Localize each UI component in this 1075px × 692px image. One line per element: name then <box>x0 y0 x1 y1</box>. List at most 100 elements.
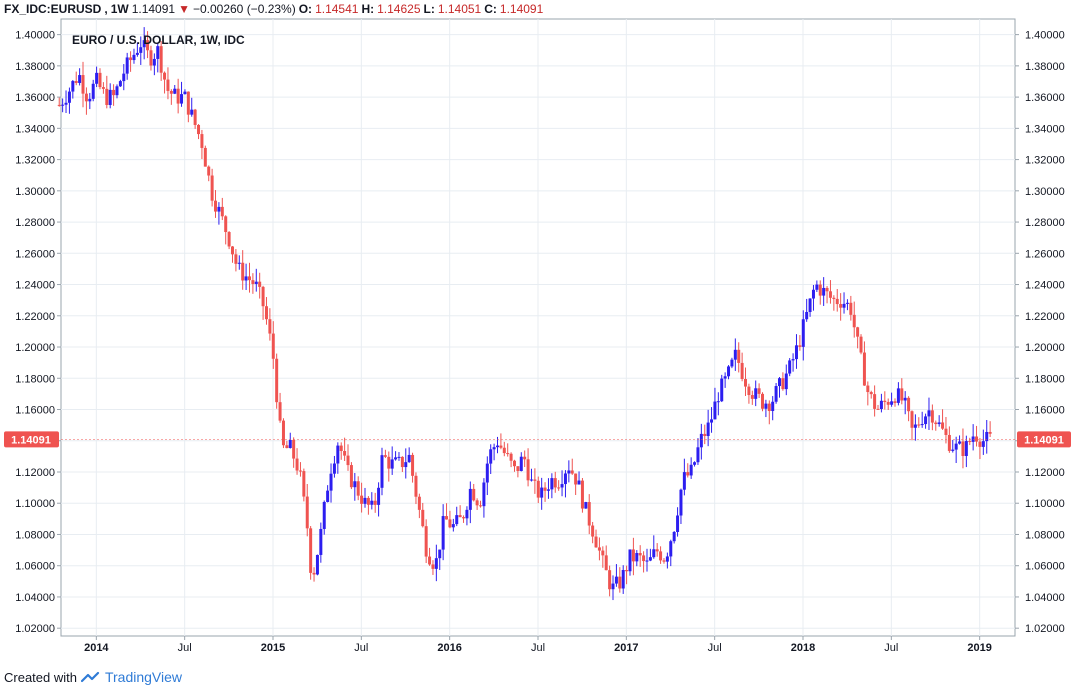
candle-body <box>744 379 748 387</box>
low-value: 1.14051 <box>437 2 482 16</box>
candle-body <box>108 89 112 105</box>
candle-body <box>659 551 663 561</box>
candle-body <box>122 73 126 82</box>
candle-body <box>618 576 622 589</box>
candle-body <box>570 470 574 474</box>
candle-body <box>727 366 731 377</box>
candle-body <box>523 456 527 460</box>
candle-body <box>930 410 934 423</box>
candle-body <box>207 166 211 176</box>
y-tick-label-left: 1.30000 <box>15 186 55 198</box>
candle-body <box>662 560 666 562</box>
candle-body <box>529 479 533 481</box>
candle-body <box>676 515 680 532</box>
candle-body <box>913 424 917 428</box>
x-tick-label: 2014 <box>84 642 109 654</box>
y-tick-label-right: 1.08000 <box>1025 529 1065 541</box>
candle-body <box>390 459 394 469</box>
candle-body <box>129 57 133 61</box>
candle-body <box>441 516 445 550</box>
y-tick-label-left: 1.40000 <box>15 30 55 42</box>
candle-body <box>74 81 78 83</box>
candle-body <box>900 388 904 401</box>
candle-body <box>811 289 815 299</box>
candle-body <box>360 495 364 504</box>
candle-body <box>115 86 119 96</box>
candle-body <box>448 519 452 528</box>
y-tick-label-left: 1.04000 <box>15 592 55 604</box>
low-label: L: <box>423 2 435 16</box>
candle-body <box>251 280 255 284</box>
candle-body <box>132 54 136 61</box>
candle-body <box>295 458 299 471</box>
candle-body <box>146 40 150 51</box>
candle-body <box>421 509 425 527</box>
candle-body <box>937 422 941 425</box>
high-value: 1.14625 <box>377 2 421 16</box>
candle-body <box>264 306 268 320</box>
candle-body <box>231 246 235 255</box>
candle-body <box>886 401 890 405</box>
candle-body <box>414 475 418 497</box>
candle-body <box>805 311 809 320</box>
candle-body <box>879 400 883 410</box>
candle-body <box>710 419 714 423</box>
price-badges: 1.14091 1.14091 <box>4 431 1071 448</box>
candle-body <box>941 422 945 429</box>
y-tick-label-left: 1.24000 <box>15 280 55 292</box>
candle-body <box>611 583 615 590</box>
y-tick-label-left: 1.38000 <box>15 61 55 73</box>
y-tick-label-right: 1.06000 <box>1025 561 1065 573</box>
candle-body <box>621 569 625 589</box>
candle-body <box>910 411 914 428</box>
candle-body <box>377 487 381 505</box>
candle-body <box>234 254 238 264</box>
candle-body <box>591 525 595 537</box>
candle-body <box>57 104 61 106</box>
candle-body <box>475 500 479 506</box>
candle-body <box>947 434 951 451</box>
candle-body <box>754 388 758 399</box>
candle-body <box>988 431 992 434</box>
candle-body <box>791 359 795 361</box>
candle-body <box>716 401 720 403</box>
candle-body <box>927 410 931 417</box>
candle-body <box>241 262 245 281</box>
candle-body <box>485 463 489 483</box>
candle-body <box>625 569 629 572</box>
tradingview-brand[interactable]: TradingView <box>104 669 183 685</box>
candle-body <box>302 471 306 497</box>
candle-body <box>326 490 330 502</box>
candle-body <box>845 302 849 304</box>
candle-body <box>893 401 897 403</box>
interval-label[interactable]: 1W <box>110 2 129 16</box>
candle-body <box>794 345 798 360</box>
x-tick-label: 2018 <box>791 642 815 654</box>
candle-body <box>411 454 415 476</box>
candle-body <box>648 557 652 561</box>
candle-body <box>526 459 530 481</box>
candle-body <box>975 436 979 442</box>
candle-body <box>832 297 836 299</box>
candle-body <box>417 496 421 510</box>
candle-body <box>285 445 289 449</box>
candle-body <box>163 72 167 80</box>
candle-body <box>638 553 642 556</box>
open-label: O: <box>298 2 313 16</box>
candle-body <box>876 408 880 410</box>
candle-body <box>336 445 340 464</box>
candle-body <box>462 517 466 519</box>
candle-body <box>78 75 82 83</box>
candle-body <box>723 376 727 379</box>
y-tick-label-left: 1.28000 <box>15 217 55 229</box>
grid <box>61 19 1015 636</box>
candle-body <box>61 104 65 106</box>
candle-body <box>512 460 516 467</box>
candle-body <box>431 564 435 569</box>
x-tick-label: Jul <box>531 642 545 654</box>
candle-body <box>186 91 190 115</box>
symbol-name[interactable]: FX_IDC:EURUSD <box>4 2 102 16</box>
candle-body <box>309 528 313 573</box>
candle-body <box>686 472 690 476</box>
